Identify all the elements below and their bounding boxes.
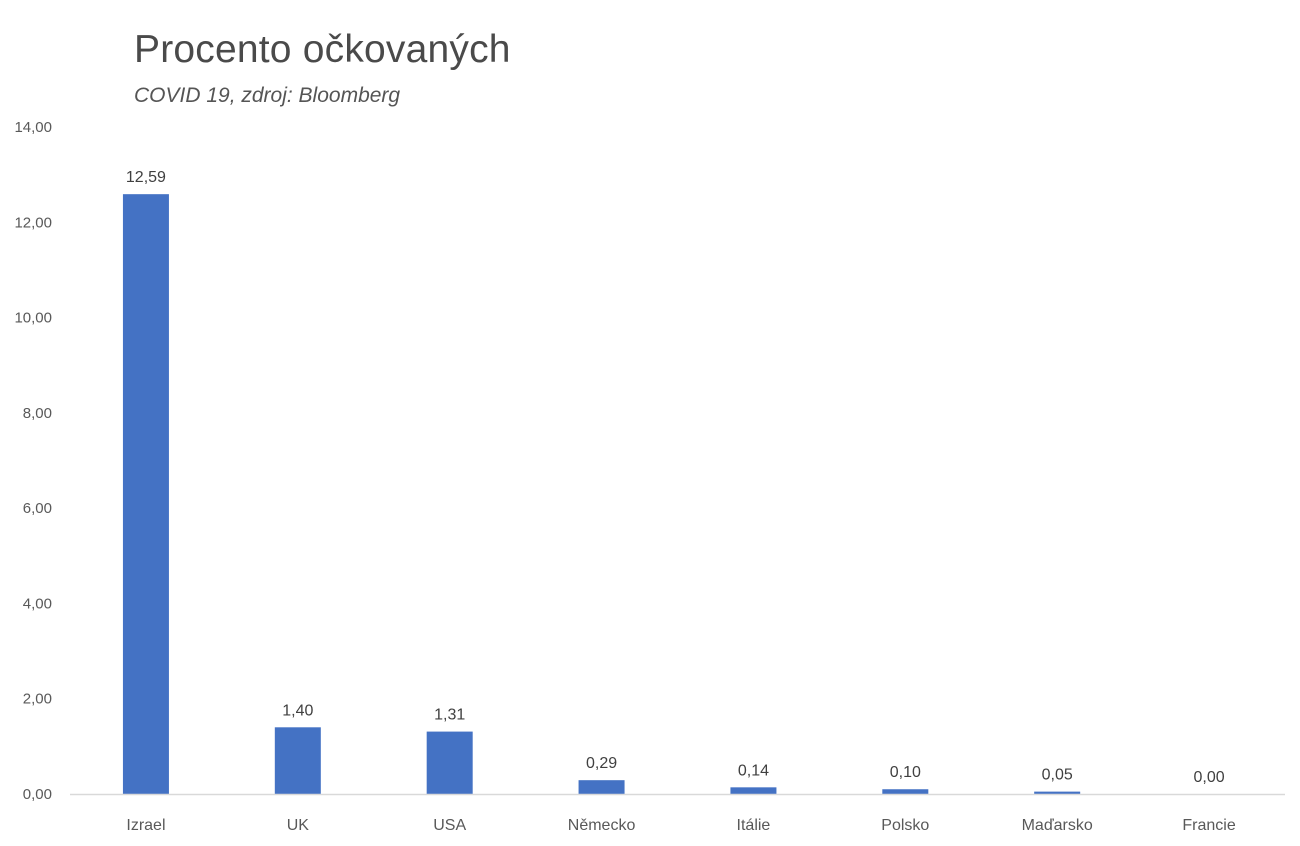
bar — [1034, 791, 1081, 794]
x-tick-label: Polsko — [881, 817, 929, 834]
bar — [122, 194, 169, 795]
x-tick-label: Maďarsko — [1022, 817, 1093, 834]
y-tick-label: 4,00 — [23, 595, 52, 612]
y-tick-label: 0,00 — [23, 786, 52, 803]
y-tick-label: 2,00 — [23, 691, 52, 708]
y-tick-label: 10,00 — [14, 310, 52, 327]
data-label: 0,00 — [1193, 769, 1224, 786]
chart-title: Procento očkovaných — [134, 28, 511, 71]
bar — [578, 780, 625, 794]
bar — [730, 787, 777, 794]
data-label: 1,31 — [434, 707, 465, 724]
data-label: 0,14 — [738, 762, 769, 779]
data-label: 1,40 — [282, 702, 313, 719]
y-tick-label: 14,00 — [14, 119, 52, 136]
bar — [426, 731, 473, 794]
y-axis: 0,00 2,00 4,00 6,00 8,00 10,00 12,00 14,00 — [14, 119, 52, 803]
data-label: 12,59 — [126, 169, 166, 186]
x-tick-label: Izrael — [126, 817, 165, 834]
chart-subtitle: COVID 19, zdroj: Bloomberg — [134, 84, 401, 107]
bar — [274, 727, 321, 794]
bars: 12,59 1,40 1,31 0,29 0,14 0,10 0,05 0,00 — [122, 169, 1225, 795]
y-tick-label: 12,00 — [14, 214, 52, 231]
x-tick-label: Itálie — [737, 817, 771, 834]
x-tick-label: Německo — [568, 817, 636, 834]
data-label: 0,05 — [1042, 767, 1073, 784]
x-tick-label: USA — [433, 817, 466, 834]
data-label: 0,10 — [890, 764, 921, 781]
x-axis: Izrael UK USA Německo Itálie Polsko Maďarsko Fr… — [70, 793, 1285, 834]
y-tick-label: 6,00 — [23, 500, 52, 517]
x-tick-label: UK — [287, 817, 310, 834]
data-label: 0,29 — [586, 755, 617, 772]
x-tick-label: Francie — [1182, 817, 1235, 834]
y-tick-label: 8,00 — [23, 405, 52, 422]
bar — [882, 789, 929, 794]
